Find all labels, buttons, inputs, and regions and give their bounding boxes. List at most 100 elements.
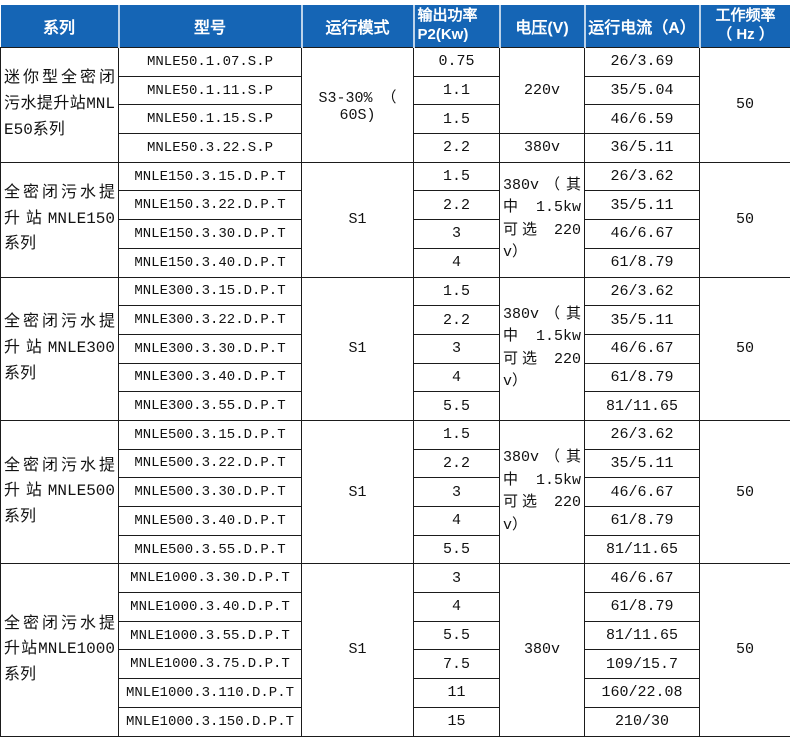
header-frequency: 工作频率 （ Hz ） bbox=[698, 5, 790, 48]
power-cell: 11 bbox=[413, 678, 500, 708]
current-cell: 26/3.62 bbox=[584, 276, 700, 307]
power-cell: 1.5 bbox=[413, 419, 500, 450]
mode-cell: S3-30% （ 60S) bbox=[301, 47, 414, 163]
series-cell: 全密闭污水提升站MNLE1000系列 bbox=[0, 563, 119, 737]
current-cell: 46/6.67 bbox=[584, 333, 700, 364]
current-cell: 46/6.67 bbox=[584, 563, 700, 594]
table-row: 全密闭污水提升站MNLE1000系列 MNLE1000.3.30.D.P.T S1 3… bbox=[0, 563, 790, 737]
table-row: MNLE1000.3.40.D.P.T 4 61/8.79 bbox=[1, 592, 790, 622]
current-cell: 35/5.11 bbox=[584, 448, 700, 479]
table-row: MNLE500.3.55.D.P.T 5.5 81/11.65 bbox=[1, 534, 790, 565]
table-row: MNLE300.3.30.D.P.T 3 46/6.67 bbox=[1, 333, 790, 364]
power-cell: 2.2 bbox=[413, 448, 500, 479]
current-cell: 81/11.65 bbox=[584, 534, 700, 565]
frequency-cell: 50 bbox=[699, 276, 790, 421]
power-cell: 3 bbox=[413, 477, 500, 507]
table-row: MNLE1000.3.150.D.P.T 15 210/30 bbox=[1, 706, 790, 737]
voltage-cell: 380v（其中 1.5kw 可选 220v） bbox=[499, 161, 585, 278]
voltage-cell: 380v（其中 1.5kw 可选 220v） bbox=[499, 276, 585, 421]
series-cell: 全密闭污水提升站MNLE150系列 bbox=[0, 161, 119, 278]
model-cell: MNLE500.3.40.D.P.T bbox=[118, 506, 302, 536]
model-cell: MNLE1000.3.30.D.P.T bbox=[118, 563, 302, 594]
power-cell: 3 bbox=[413, 219, 500, 249]
frequency-cell: 50 bbox=[699, 419, 790, 565]
mode-cell: S1 bbox=[301, 161, 414, 278]
mode-cell: S1 bbox=[301, 563, 414, 737]
current-cell: 26/3.69 bbox=[584, 47, 700, 77]
current-cell: 81/11.65 bbox=[584, 391, 700, 421]
power-cell: 4 bbox=[413, 362, 500, 393]
series-cell: 全密闭污水提升站MNLE500系列 bbox=[0, 419, 119, 565]
table-row: 迷你型全密闭污水提升站MNLE50系列 MNLE50.1.07.S.P S3-30%… bbox=[0, 46, 790, 163]
voltage-cell: 380v bbox=[499, 563, 585, 737]
current-cell: 35/5.04 bbox=[584, 75, 700, 106]
current-cell: 81/11.65 bbox=[584, 620, 700, 651]
header-frequency-line1: 工作频率 bbox=[715, 7, 776, 25]
model-cell: MNLE1000.3.75.D.P.T bbox=[118, 649, 302, 680]
power-cell: 1.1 bbox=[413, 75, 500, 106]
model-cell: MNLE500.3.15.D.P.T bbox=[118, 419, 302, 450]
header-output-power-line1: 输出功率 bbox=[417, 7, 478, 25]
power-cell: 1.5 bbox=[413, 104, 500, 135]
model-cell: MNLE1000.3.150.D.P.T bbox=[118, 706, 302, 737]
current-cell: 61/8.79 bbox=[584, 592, 700, 622]
model-cell: MNLE50.3.22.S.P bbox=[118, 133, 302, 163]
voltage-cell: 380v bbox=[499, 133, 585, 163]
table-row: MNLE300.3.22.D.P.T 2.2 35/5.11 bbox=[1, 305, 790, 335]
current-cell: 26/3.62 bbox=[584, 419, 700, 450]
table-row: MNLE150.3.22.D.P.T 2.2 35/5.11 bbox=[1, 190, 790, 221]
current-cell: 35/5.11 bbox=[584, 305, 700, 335]
current-cell: 36/5.11 bbox=[584, 133, 700, 163]
model-cell: MNLE300.3.15.D.P.T bbox=[118, 276, 302, 307]
header-voltage: 电压(V) bbox=[498, 5, 585, 48]
frequency-cell: 50 bbox=[699, 47, 790, 163]
model-cell: MNLE50.1.15.S.P bbox=[118, 104, 302, 135]
voltage-cell: 380v（其中 1.5kw 可选 220v） bbox=[499, 419, 585, 565]
header-series: 系列 bbox=[0, 5, 119, 48]
table-header: 系列 型号 运行模式 输出功率 P2(Kw) 电压(V) 运行电流（A） 工作频… bbox=[0, 5, 790, 48]
table-row: 全密闭污水提升站MNLE500系列 MNLE500.3.15.D.P.T S1 1.5… bbox=[0, 419, 790, 565]
power-cell: 15 bbox=[413, 706, 500, 737]
header-row: 系列 型号 运行模式 输出功率 P2(Kw) 电压(V) 运行电流（A） 工作频… bbox=[0, 5, 790, 48]
model-cell: MNLE150.3.30.D.P.T bbox=[118, 219, 302, 249]
frequency-cell: 50 bbox=[699, 563, 790, 737]
mode-cell: S1 bbox=[301, 419, 414, 565]
series-cell: 迷你型全密闭污水提升站MNLE50系列 bbox=[0, 47, 119, 163]
table-row: MNLE1000.3.110.D.P.T 11 160/22.08 bbox=[1, 678, 790, 708]
table-row: MNLE1000.3.55.D.P.T 5.5 81/11.65 bbox=[1, 620, 790, 651]
model-cell: MNLE50.1.11.S.P bbox=[118, 75, 302, 106]
pump-spec-table: 系列 型号 运行模式 输出功率 P2(Kw) 电压(V) 运行电流（A） 工作频… bbox=[0, 5, 790, 737]
series-cell: 全密闭污水提升站MNLE300系列 bbox=[0, 276, 119, 421]
table-row: MNLE300.3.40.D.P.T 4 61/8.79 bbox=[1, 362, 790, 393]
power-cell: 2.2 bbox=[413, 190, 500, 221]
table-row: MNLE1000.3.75.D.P.T 7.5 109/15.7 bbox=[1, 649, 790, 680]
power-cell: 2.2 bbox=[413, 305, 500, 335]
model-cell: MNLE1000.3.55.D.P.T bbox=[118, 620, 302, 651]
model-cell: MNLE50.1.07.S.P bbox=[118, 47, 302, 77]
table-row: MNLE150.3.40.D.P.T 4 61/8.79 bbox=[1, 247, 790, 278]
model-cell: MNLE1000.3.40.D.P.T bbox=[118, 592, 302, 622]
model-cell: MNLE150.3.22.D.P.T bbox=[118, 190, 302, 221]
mode-cell: S1 bbox=[301, 276, 414, 421]
header-model: 型号 bbox=[117, 5, 302, 48]
model-cell: MNLE500.3.55.D.P.T bbox=[118, 534, 302, 565]
header-frequency-line2: （ Hz ） bbox=[717, 26, 774, 43]
model-cell: MNLE500.3.22.D.P.T bbox=[118, 448, 302, 479]
power-cell: 2.2 bbox=[413, 133, 500, 163]
table-row: MNLE500.3.22.D.P.T 2.2 35/5.11 bbox=[1, 448, 790, 479]
header-output-power: 输出功率 P2(Kw) bbox=[412, 5, 500, 48]
current-cell: 210/30 bbox=[584, 706, 700, 737]
frequency-cell: 50 bbox=[699, 161, 790, 278]
power-cell: 4 bbox=[413, 506, 500, 536]
table-body: 迷你型全密闭污水提升站MNLE50系列 MNLE50.1.07.S.P S3-30%… bbox=[0, 46, 790, 737]
current-cell: 35/5.11 bbox=[584, 190, 700, 221]
current-cell: 61/8.79 bbox=[584, 247, 700, 278]
table-row: MNLE50.1.15.S.P 1.5 46/6.59 bbox=[1, 104, 790, 135]
table-row: 全密闭污水提升站MNLE150系列 MNLE150.3.15.D.P.T S1 1.5… bbox=[0, 161, 790, 278]
table-row: 全密闭污水提升站MNLE300系列 MNLE300.3.15.D.P.T S1 1.5… bbox=[0, 276, 790, 421]
power-cell: 4 bbox=[413, 247, 500, 278]
header-current: 运行电流（A） bbox=[583, 5, 700, 48]
current-cell: 26/3.62 bbox=[584, 161, 700, 192]
model-cell: MNLE1000.3.110.D.P.T bbox=[118, 678, 302, 708]
